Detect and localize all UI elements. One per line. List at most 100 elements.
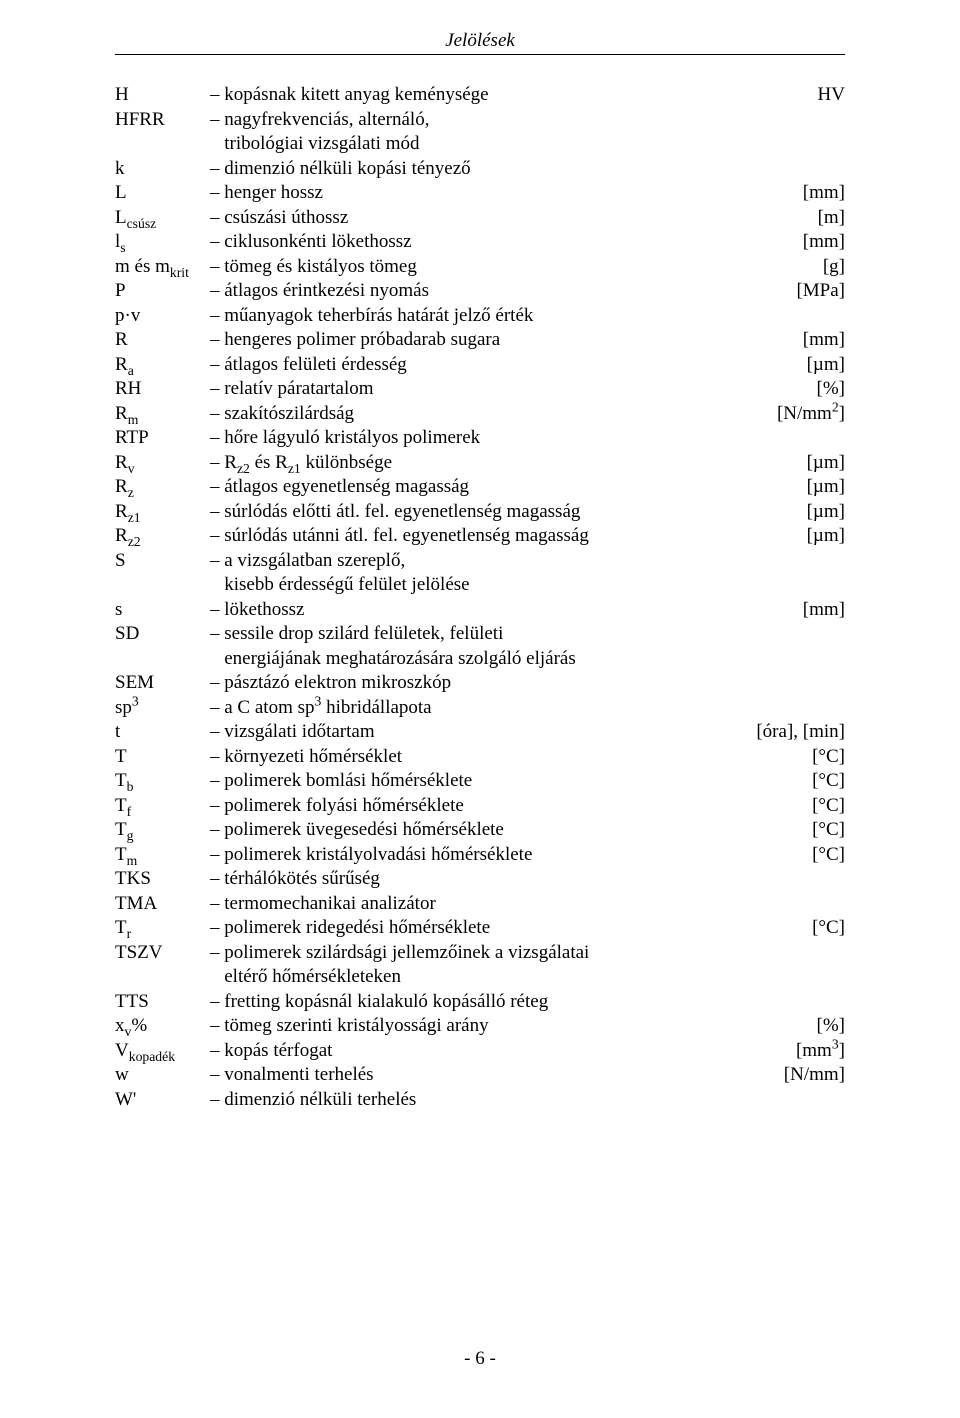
description-cell: eltérő hőmérsékleteken: [210, 965, 839, 990]
list-row: L– henger hossz[mm]: [115, 181, 845, 206]
unit-cell: [mm]: [797, 230, 845, 255]
unit-cell: [%]: [811, 377, 845, 402]
symbol-cell: Rm: [115, 402, 210, 427]
symbol-cell: xv%: [115, 1014, 210, 1039]
unit-cell: [839, 622, 845, 647]
description-cell: – pásztázó elektron mikroszkóp: [210, 671, 839, 696]
list-row: k– dimenzió nélküli kopási tényező: [115, 157, 845, 182]
list-row: TTS– fretting kopásnál kialakuló kopásál…: [115, 990, 845, 1015]
list-row: m és mkrit– tömeg és kistályos tömeg[g]: [115, 255, 845, 280]
description-cell: – lökethossz: [210, 598, 797, 623]
symbol-cell: Tb: [115, 769, 210, 794]
unit-cell: [µm]: [801, 451, 845, 476]
symbol-cell: p·v: [115, 304, 210, 329]
list-row: Tg– polimerek üvegesedési hőmérséklete[°…: [115, 818, 845, 843]
description-cell: – a vizsgálatban szereplő,: [210, 549, 839, 574]
list-row: kisebb érdességű felület jelölése: [115, 573, 845, 598]
list-row: HFRR– nagyfrekvenciás, alternáló,: [115, 108, 845, 133]
symbol-cell: TMA: [115, 892, 210, 917]
unit-cell: [°C]: [806, 843, 845, 868]
unit-cell: [g]: [817, 255, 845, 280]
description-cell: – vonalmenti terhelés: [210, 1063, 778, 1088]
unit-cell: [mm]: [797, 181, 845, 206]
unit-cell: [839, 1088, 845, 1113]
list-row: sp3– a C atom sp3 hibridállapota: [115, 696, 845, 721]
symbol-cell: RTP: [115, 426, 210, 451]
unit-cell: [839, 671, 845, 696]
list-row: TSZV– polimerek szilárdsági jellemzőinek…: [115, 941, 845, 966]
list-row: R– hengeres polimer próbadarab sugara[mm…: [115, 328, 845, 353]
symbol-cell: Rz1: [115, 500, 210, 525]
unit-cell: [839, 892, 845, 917]
unit-cell: [°C]: [806, 794, 845, 819]
description-cell: – átlagos felületi érdesség: [210, 353, 801, 378]
list-row: w– vonalmenti terhelés[N/mm]: [115, 1063, 845, 1088]
description-cell: – polimerek bomlási hőmérséklete: [210, 769, 806, 794]
unit-cell: [839, 426, 845, 451]
list-row: Lcsúsz– csúszási úthossz[m]: [115, 206, 845, 231]
symbol-cell: Rv: [115, 451, 210, 476]
description-cell: – környezeti hőmérséklet: [210, 745, 806, 770]
list-row: Tm– polimerek kristályolvadási hőmérsékl…: [115, 843, 845, 868]
list-row: H– kopásnak kitett anyag keménységeHV: [115, 83, 845, 108]
symbol-cell: TSZV: [115, 941, 210, 966]
symbol-cell: ls: [115, 230, 210, 255]
unit-cell: [839, 549, 845, 574]
symbol-cell: SEM: [115, 671, 210, 696]
description-cell: – henger hossz: [210, 181, 797, 206]
symbol-cell: Vkopadék: [115, 1039, 210, 1064]
list-row: eltérő hőmérsékleteken: [115, 965, 845, 990]
symbol-cell: s: [115, 598, 210, 623]
symbol-cell: Rz: [115, 475, 210, 500]
unit-cell: [°C]: [806, 818, 845, 843]
list-row: Rz– átlagos egyenetlenség magasság[µm]: [115, 475, 845, 500]
page-header: Jelölések: [115, 30, 845, 55]
symbol-cell: Tf: [115, 794, 210, 819]
symbol-cell: Tg: [115, 818, 210, 843]
description-cell: – szakítószilárdság: [210, 402, 771, 427]
unit-cell: [839, 990, 845, 1015]
unit-cell: [óra], [min]: [750, 720, 845, 745]
document-page: Jelölések H– kopásnak kitett anyag kemén…: [0, 0, 960, 1418]
unit-cell: [N/mm]: [778, 1063, 845, 1088]
symbol-cell: w: [115, 1063, 210, 1088]
symbol-cell: [115, 647, 210, 672]
list-row: energiájának meghatározására szolgáló el…: [115, 647, 845, 672]
description-cell: – polimerek ridegedési hőmérséklete: [210, 916, 806, 941]
symbol-cell: R: [115, 328, 210, 353]
description-cell: – hőre lágyuló kristályos polimerek: [210, 426, 839, 451]
description-cell: – súrlódás előtti átl. fel. egyenetlensé…: [210, 500, 801, 525]
unit-cell: [839, 108, 845, 133]
symbol-cell: [115, 965, 210, 990]
description-cell: – vizsgálati időtartam: [210, 720, 750, 745]
symbol-cell: L: [115, 181, 210, 206]
list-row: s– lökethossz[mm]: [115, 598, 845, 623]
unit-cell: [839, 941, 845, 966]
symbol-cell: HFRR: [115, 108, 210, 133]
symbol-cell: Rz2: [115, 524, 210, 549]
symbol-cell: TTS: [115, 990, 210, 1015]
list-row: ls– ciklusonkénti lökethossz[mm]: [115, 230, 845, 255]
symbol-cell: [115, 132, 210, 157]
list-row: Rv– Rz2 és Rz1 különbsége[µm]: [115, 451, 845, 476]
symbol-cell: SD: [115, 622, 210, 647]
unit-cell: [%]: [811, 1014, 845, 1039]
list-row: T– környezeti hőmérséklet[°C]: [115, 745, 845, 770]
list-row: RTP– hőre lágyuló kristályos polimerek: [115, 426, 845, 451]
description-cell: – termomechanikai analizátor: [210, 892, 839, 917]
symbol-cell: T: [115, 745, 210, 770]
description-cell: – polimerek szilárdsági jellemzőinek a v…: [210, 941, 839, 966]
unit-cell: [m]: [812, 206, 845, 231]
unit-cell: [°C]: [806, 769, 845, 794]
symbol-cell: S: [115, 549, 210, 574]
symbol-cell: Tr: [115, 916, 210, 941]
description-cell: – műanyagok teherbírás határát jelző ért…: [210, 304, 839, 329]
list-row: t– vizsgálati időtartam[óra], [min]: [115, 720, 845, 745]
list-row: RH– relatív páratartalom[%]: [115, 377, 845, 402]
list-row: SEM– pásztázó elektron mikroszkóp: [115, 671, 845, 696]
unit-cell: [°C]: [806, 916, 845, 941]
unit-cell: [839, 647, 845, 672]
page-number: - 6 -: [0, 1348, 960, 1370]
description-cell: – kopásnak kitett anyag keménysége: [210, 83, 812, 108]
description-cell: – átlagos egyenetlenség magasság: [210, 475, 801, 500]
